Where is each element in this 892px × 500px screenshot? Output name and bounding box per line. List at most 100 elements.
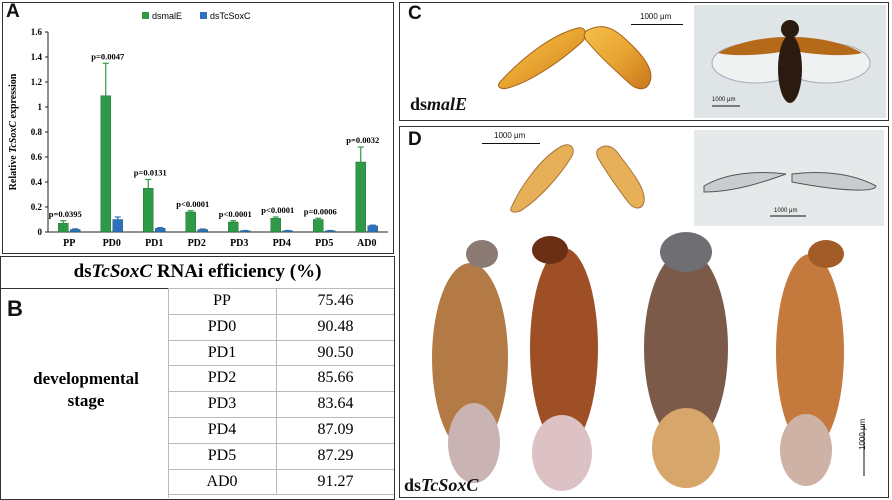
scale-bar (631, 24, 683, 25)
left-deformed-elytron (510, 144, 574, 213)
dsmale-label-gene: malE (427, 94, 468, 114)
y-tick-label: 0 (38, 227, 43, 237)
beetle-1 (432, 240, 508, 483)
x-tick-label: PD0 (103, 238, 121, 249)
bar-dsmale (355, 161, 366, 233)
left-wing (703, 172, 787, 193)
beetle-photo: 1000 μm (694, 5, 886, 118)
left-elytron (497, 27, 586, 89)
p-value-label: p=0.0032 (346, 135, 379, 145)
bar-dstcsoxc (155, 228, 166, 233)
beetle-2-abdomen (532, 415, 592, 491)
beetle-4-abdomen (780, 414, 832, 486)
beetle-3-body (644, 250, 728, 446)
beetle-1-abdomen (448, 403, 500, 483)
panel-c-letter: C (408, 3, 422, 24)
dssoxc-label-prefix: ds (404, 475, 422, 495)
beetle-3 (644, 232, 728, 488)
table-value-cell: 87.09 (317, 420, 354, 438)
row-header-line2: stage (67, 391, 105, 410)
bar-dsmale (270, 218, 281, 233)
table-value-cell: 90.50 (317, 343, 354, 361)
y-tick-label: 0.2 (31, 202, 43, 212)
deformed-wings-illustration (703, 172, 877, 217)
table-value-cell: 87.29 (317, 446, 354, 464)
dsmale-label: dsmalE (410, 94, 467, 115)
p-value-label: p=0.0131 (134, 168, 167, 178)
deformed-elytra-image (510, 144, 645, 213)
x-tick-label: PD1 (145, 238, 163, 249)
legend-label: dsTcSoxC (210, 11, 251, 21)
table-stage-cell: PP (168, 289, 277, 314)
beetle-2-body (530, 248, 598, 448)
wings-photo: 1000 μm (694, 130, 884, 226)
bar-dsmale (143, 188, 154, 233)
table-stage-cell: PD0 (168, 314, 277, 340)
table-row: PD5 87.29 (168, 442, 394, 469)
p-value-label: p<0.0001 (261, 205, 294, 215)
panel-a-frame (2, 2, 394, 254)
scale-label: 1000 μm (640, 12, 672, 21)
bar-dsmale (313, 219, 324, 233)
dsmale-label-prefix: ds (410, 94, 428, 114)
y-tick-label: 0.4 (31, 177, 43, 187)
beetle-1-body (432, 263, 508, 453)
legend-label: dsmalE (152, 11, 182, 21)
beetle-body (778, 35, 802, 103)
panel-d-frame (399, 126, 889, 498)
y-tick-label: 1.6 (31, 27, 43, 37)
right-wing (791, 172, 877, 191)
beetle-4 (776, 240, 844, 486)
table-row: AD0 91.27 (168, 468, 394, 496)
y-tick-label: 1.2 (31, 77, 43, 87)
beetle-4-head (808, 240, 844, 268)
x-tick-label: AD0 (357, 238, 376, 249)
table-title-suffix: RNAi efficiency (%) (152, 261, 322, 282)
table-row: PD2 85.66 (168, 365, 394, 392)
table-stage-cell: PD1 (168, 340, 277, 366)
table-value-cell: 75.46 (317, 292, 354, 309)
p-value-label: p<0.0001 (219, 209, 252, 219)
beetle-3-abdomen (652, 408, 720, 488)
x-tick-label: PD2 (188, 238, 206, 249)
table-row: PD1 90.50 (168, 339, 394, 366)
table-title-gene: TcSoxC (91, 261, 153, 282)
panel-a-letter: A (6, 1, 20, 22)
bar-dsmale (100, 95, 111, 233)
y-tick-label: 0.8 (31, 127, 43, 137)
beetle-2-head (532, 236, 568, 264)
scale-label: 1000 μm (774, 208, 798, 214)
table-value-cell: 91.27 (317, 472, 354, 490)
x-tick-label: PD3 (230, 238, 248, 249)
legend-swatch (142, 12, 149, 19)
legend-swatch (200, 12, 207, 19)
beetle-4-body (776, 254, 844, 450)
p-value-label: p<0.0001 (176, 199, 209, 209)
dssoxc-beetles-image (432, 232, 865, 491)
row-header-line1: developmental (33, 369, 139, 388)
p-value-label: p=0.0006 (304, 206, 337, 216)
left-elytron-open (718, 37, 786, 56)
table-value-cell: 83.64 (317, 395, 354, 413)
bar-dstcsoxc (112, 219, 123, 233)
bar-dsmale (228, 221, 239, 233)
table-stage-cell: AD0 (168, 469, 277, 495)
scale-label: 1000 μm (494, 131, 526, 140)
x-tick-label: PD5 (315, 238, 333, 249)
beetle-with-wings-illustration (711, 20, 871, 107)
y-axis-label: Relative TcSoxC expression (8, 73, 19, 190)
beetle-3-head (660, 232, 712, 272)
y-tick-label: 0.6 (31, 152, 43, 162)
elytra-image (497, 26, 652, 90)
p-value-label: p=0.0047 (91, 51, 125, 61)
p-value-label: p=0.0395 (49, 209, 82, 219)
table-row: PD3 83.64 (168, 391, 394, 417)
y-axis-label-gene: TcSoxC (8, 121, 19, 153)
dssoxc-label: dsTcSoxC (404, 475, 478, 496)
x-tick-label: PP (63, 238, 75, 249)
beetle-head (781, 20, 799, 38)
right-deformed-elytron (596, 145, 645, 209)
efficiency-table: PP 75.46 PD0 90.48 PD1 90.50 PD2 85.66 PD3 83.64 P… (168, 288, 394, 496)
bar-dstcsoxc (197, 229, 208, 233)
bar-dstcsoxc (367, 225, 378, 233)
